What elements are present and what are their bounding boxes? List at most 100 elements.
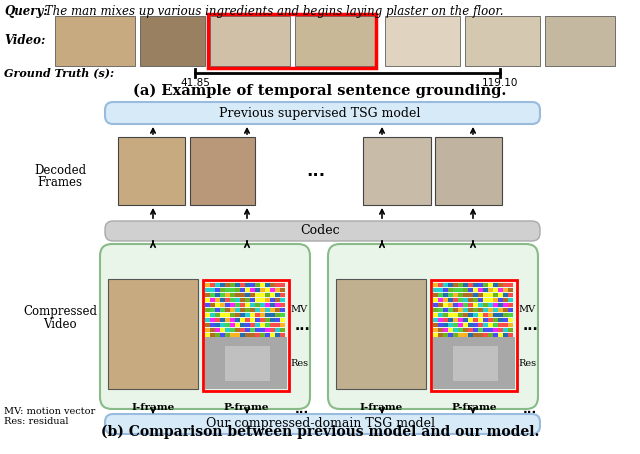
- Bar: [443, 292, 447, 297]
- Bar: [265, 322, 269, 327]
- Bar: [280, 287, 285, 292]
- Bar: [503, 292, 508, 297]
- Bar: [493, 332, 497, 337]
- Bar: [473, 332, 477, 337]
- Bar: [483, 327, 488, 332]
- Bar: [463, 312, 467, 317]
- Bar: [498, 302, 502, 307]
- Bar: [280, 297, 285, 302]
- Bar: [458, 292, 463, 297]
- Bar: [265, 282, 269, 287]
- Bar: [270, 322, 275, 327]
- Bar: [448, 282, 452, 287]
- Text: ...: ...: [307, 162, 326, 180]
- Bar: [448, 292, 452, 297]
- Bar: [240, 312, 244, 317]
- Bar: [508, 302, 513, 307]
- Text: Frames: Frames: [38, 177, 83, 189]
- FancyBboxPatch shape: [105, 414, 540, 434]
- Bar: [438, 292, 442, 297]
- Bar: [488, 307, 493, 312]
- Bar: [235, 332, 239, 337]
- Bar: [205, 317, 209, 322]
- Bar: [215, 302, 220, 307]
- Text: ...: ...: [294, 320, 310, 334]
- Bar: [438, 322, 442, 327]
- Bar: [205, 282, 209, 287]
- Bar: [205, 312, 209, 317]
- Bar: [205, 302, 209, 307]
- Bar: [508, 307, 513, 312]
- Bar: [503, 297, 508, 302]
- Bar: [245, 302, 250, 307]
- Bar: [468, 287, 472, 292]
- Bar: [280, 292, 285, 297]
- Text: Video: Video: [43, 317, 77, 331]
- Bar: [478, 282, 483, 287]
- Bar: [275, 307, 280, 312]
- Bar: [215, 292, 220, 297]
- Bar: [270, 282, 275, 287]
- Bar: [240, 282, 244, 287]
- Bar: [433, 312, 438, 317]
- Bar: [438, 332, 442, 337]
- Bar: [225, 322, 230, 327]
- Bar: [465, 16, 540, 66]
- Bar: [363, 137, 431, 205]
- Text: Query:: Query:: [4, 5, 48, 18]
- Bar: [503, 327, 508, 332]
- Bar: [250, 327, 255, 332]
- Bar: [468, 322, 472, 327]
- Bar: [55, 16, 135, 66]
- Bar: [443, 307, 447, 312]
- Bar: [203, 280, 289, 391]
- Bar: [385, 16, 460, 66]
- Bar: [473, 297, 477, 302]
- Bar: [458, 317, 463, 322]
- Bar: [220, 327, 225, 332]
- Bar: [275, 297, 280, 302]
- Bar: [468, 332, 472, 337]
- Bar: [448, 327, 452, 332]
- Bar: [220, 307, 225, 312]
- Bar: [260, 297, 264, 302]
- Bar: [240, 292, 244, 297]
- Bar: [235, 302, 239, 307]
- Bar: [498, 327, 502, 332]
- Bar: [255, 332, 259, 337]
- Bar: [433, 287, 438, 292]
- Bar: [433, 322, 438, 327]
- Bar: [431, 280, 517, 391]
- Bar: [473, 322, 477, 327]
- Bar: [478, 322, 483, 327]
- Bar: [270, 297, 275, 302]
- Bar: [210, 327, 214, 332]
- Bar: [508, 322, 513, 327]
- Bar: [453, 317, 458, 322]
- Bar: [260, 307, 264, 312]
- Bar: [280, 312, 285, 317]
- Bar: [230, 307, 234, 312]
- Bar: [498, 292, 502, 297]
- Bar: [250, 302, 255, 307]
- Bar: [255, 327, 259, 332]
- Text: P-frame: P-frame: [223, 403, 269, 412]
- Bar: [493, 317, 497, 322]
- FancyBboxPatch shape: [100, 244, 310, 409]
- Bar: [275, 317, 280, 322]
- Bar: [438, 317, 442, 322]
- Bar: [255, 322, 259, 327]
- Bar: [458, 302, 463, 307]
- Bar: [498, 307, 502, 312]
- Bar: [463, 322, 467, 327]
- Text: MV: MV: [290, 305, 307, 314]
- Bar: [488, 317, 493, 322]
- Bar: [468, 317, 472, 322]
- Bar: [265, 312, 269, 317]
- Bar: [478, 312, 483, 317]
- Bar: [448, 297, 452, 302]
- Bar: [493, 312, 497, 317]
- Bar: [473, 327, 477, 332]
- Bar: [260, 322, 264, 327]
- Bar: [435, 137, 502, 205]
